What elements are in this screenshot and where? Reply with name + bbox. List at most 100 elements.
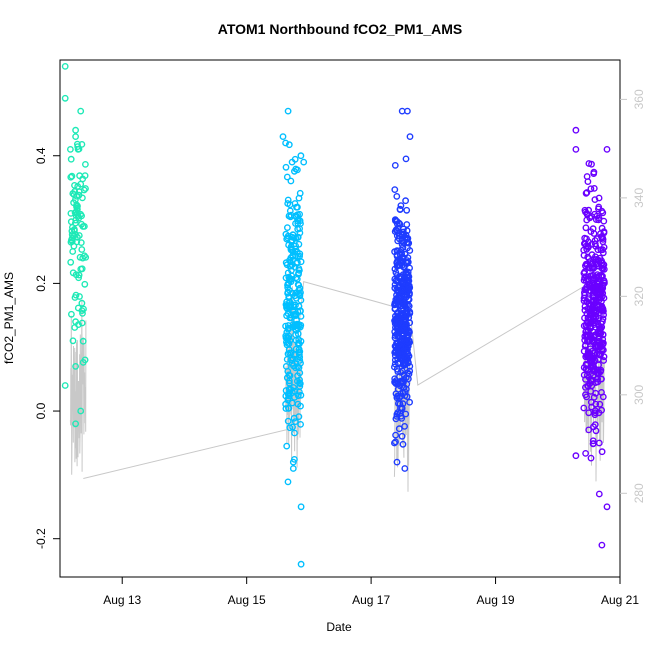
secondary-series-trace xyxy=(69,299,87,475)
data-point xyxy=(404,375,412,383)
data-point xyxy=(74,212,82,220)
data-point xyxy=(79,337,87,345)
data-point xyxy=(393,259,401,267)
data-point xyxy=(590,168,598,176)
data-point xyxy=(393,192,401,200)
data-point xyxy=(400,378,407,386)
data-point xyxy=(600,357,607,364)
data-point xyxy=(399,440,407,448)
data-point xyxy=(394,224,402,232)
data-point xyxy=(401,422,408,430)
data-point xyxy=(599,234,606,242)
data-point xyxy=(399,312,407,320)
data-point xyxy=(583,393,590,401)
data-point xyxy=(589,440,597,448)
y2-tick-label: 320 xyxy=(632,286,646,306)
data-point xyxy=(406,309,414,317)
data-point xyxy=(598,448,606,456)
data-point xyxy=(590,184,598,192)
data-point xyxy=(395,425,403,433)
y-tick-label: 0.4 xyxy=(34,147,48,164)
data-point xyxy=(588,212,595,220)
data-point xyxy=(397,246,405,254)
data-point xyxy=(292,331,299,339)
data-point xyxy=(297,312,305,320)
data-point xyxy=(291,418,299,425)
data-point xyxy=(285,404,292,412)
data-point xyxy=(591,319,598,327)
data-point xyxy=(284,325,292,333)
data-point xyxy=(406,264,413,272)
data-point xyxy=(282,230,290,238)
data-point xyxy=(295,240,303,248)
data-point xyxy=(297,560,305,568)
data-point xyxy=(81,222,88,230)
data-point xyxy=(391,161,399,169)
data-point xyxy=(284,478,292,486)
x-tick-label: Aug 17 xyxy=(352,593,390,607)
x-tick-label: Aug 19 xyxy=(477,593,515,607)
data-point xyxy=(581,314,588,322)
data-point xyxy=(284,107,292,115)
data-point xyxy=(585,409,593,417)
data-point xyxy=(585,206,592,214)
data-point xyxy=(294,372,301,380)
data-point xyxy=(405,285,413,293)
data-point xyxy=(286,424,294,432)
data-point xyxy=(67,155,75,163)
data-point xyxy=(297,220,304,227)
data-point xyxy=(80,305,87,313)
data-point xyxy=(596,325,604,333)
data-point xyxy=(583,298,591,306)
data-point xyxy=(285,294,293,302)
data-point xyxy=(596,400,604,408)
data-point xyxy=(293,248,301,256)
data-point xyxy=(284,234,291,242)
data-point xyxy=(582,449,589,457)
data-point xyxy=(587,454,595,462)
data-point xyxy=(392,438,399,446)
data-point xyxy=(284,417,292,425)
x-tick-label: Aug 13 xyxy=(103,593,141,607)
data-points xyxy=(61,63,611,568)
data-point xyxy=(74,145,82,153)
y-axis: -0.2 0.0 0.2 0.4 xyxy=(34,147,60,549)
data-point xyxy=(394,368,402,375)
chart-title: ATOM1 Northbound fCO2_PM1_AMS xyxy=(218,21,463,37)
data-point xyxy=(289,321,297,328)
data-point xyxy=(393,294,401,302)
data-point xyxy=(587,398,595,406)
data-point xyxy=(77,265,85,273)
data-point xyxy=(282,362,290,370)
data-point xyxy=(585,264,592,271)
data-point xyxy=(404,332,411,339)
data-point xyxy=(398,237,406,245)
data-point xyxy=(78,307,86,314)
data-point xyxy=(400,263,407,271)
data-point xyxy=(287,356,295,364)
data-point xyxy=(393,232,401,240)
data-point xyxy=(585,426,593,434)
data-point xyxy=(405,273,413,281)
data-point xyxy=(71,188,79,195)
data-point xyxy=(282,338,290,346)
data-point xyxy=(61,382,69,389)
data-point xyxy=(591,336,598,344)
data-point xyxy=(591,332,598,340)
data-point xyxy=(78,319,86,327)
plot-frame xyxy=(59,59,621,578)
data-point xyxy=(289,458,297,466)
data-point xyxy=(286,207,294,215)
data-point xyxy=(61,63,69,70)
data-point xyxy=(297,152,305,160)
data-point xyxy=(594,342,601,350)
data-point xyxy=(393,324,401,332)
data-point xyxy=(72,420,80,428)
data-point xyxy=(282,405,290,412)
data-point xyxy=(599,262,607,269)
data-point xyxy=(586,281,594,289)
data-point xyxy=(405,302,413,310)
secondary-series-line xyxy=(69,280,605,492)
data-point xyxy=(295,364,303,372)
data-point xyxy=(284,310,292,317)
